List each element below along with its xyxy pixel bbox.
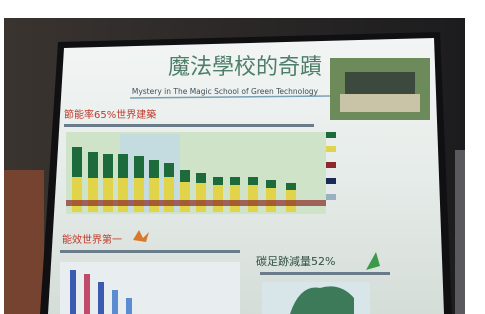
page: {"poster": { "title": "魔法學校的奇蹟", "subtit… (0, 0, 485, 314)
bar-band (66, 200, 326, 206)
bar (70, 270, 76, 314)
bar (196, 173, 206, 183)
bar (149, 160, 159, 178)
legend-swatch (326, 146, 336, 152)
bar (126, 298, 132, 314)
bar (72, 147, 82, 177)
poster-title: 魔法學校的奇蹟 (168, 55, 322, 80)
legend-swatch (326, 194, 336, 200)
bar (286, 183, 296, 190)
caption-strip (60, 250, 240, 253)
bar (112, 290, 118, 314)
bar (213, 177, 223, 185)
section-heading: 節能率65%世界建築 (64, 108, 156, 121)
bar (98, 282, 104, 314)
bar (84, 274, 90, 314)
bar (103, 154, 113, 178)
bar (88, 152, 98, 178)
poster-subtitle: Mystery in The Magic School of Green Tec… (132, 87, 319, 96)
bar (230, 177, 240, 185)
bar (164, 163, 174, 177)
bar (118, 154, 128, 178)
right-wall (455, 150, 465, 314)
section-heading: 碳足跡減量52% (256, 254, 335, 268)
building-roof (345, 72, 415, 94)
legend-swatch (326, 132, 336, 138)
legend-swatch (326, 178, 336, 184)
bar (134, 156, 144, 178)
caption-strip (260, 272, 390, 275)
photo: 魔法學校的奇蹟 Mystery in The Magic School of G… (0, 0, 485, 314)
bar (180, 170, 190, 182)
legend-swatch (326, 162, 336, 168)
bar (266, 180, 276, 188)
bar (248, 177, 258, 185)
building-wall (340, 94, 420, 112)
caption-strip (64, 124, 314, 127)
left-wall (4, 170, 44, 314)
section-heading: 能效世界第一 (62, 233, 122, 246)
